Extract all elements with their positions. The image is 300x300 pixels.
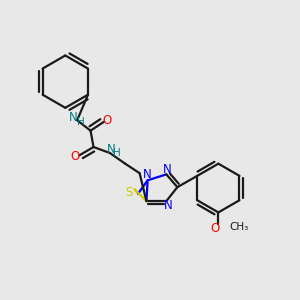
Text: CH₃: CH₃ — [229, 222, 248, 232]
Text: H: H — [77, 117, 85, 127]
Text: N: N — [69, 111, 78, 124]
Text: H: H — [112, 148, 120, 158]
Text: O: O — [103, 114, 112, 127]
Text: N: N — [163, 163, 172, 176]
Text: N: N — [164, 200, 172, 212]
Text: S: S — [125, 186, 133, 199]
Text: O: O — [71, 150, 80, 163]
Text: N: N — [106, 143, 115, 156]
Text: O: O — [210, 222, 219, 235]
Text: N: N — [143, 169, 152, 182]
